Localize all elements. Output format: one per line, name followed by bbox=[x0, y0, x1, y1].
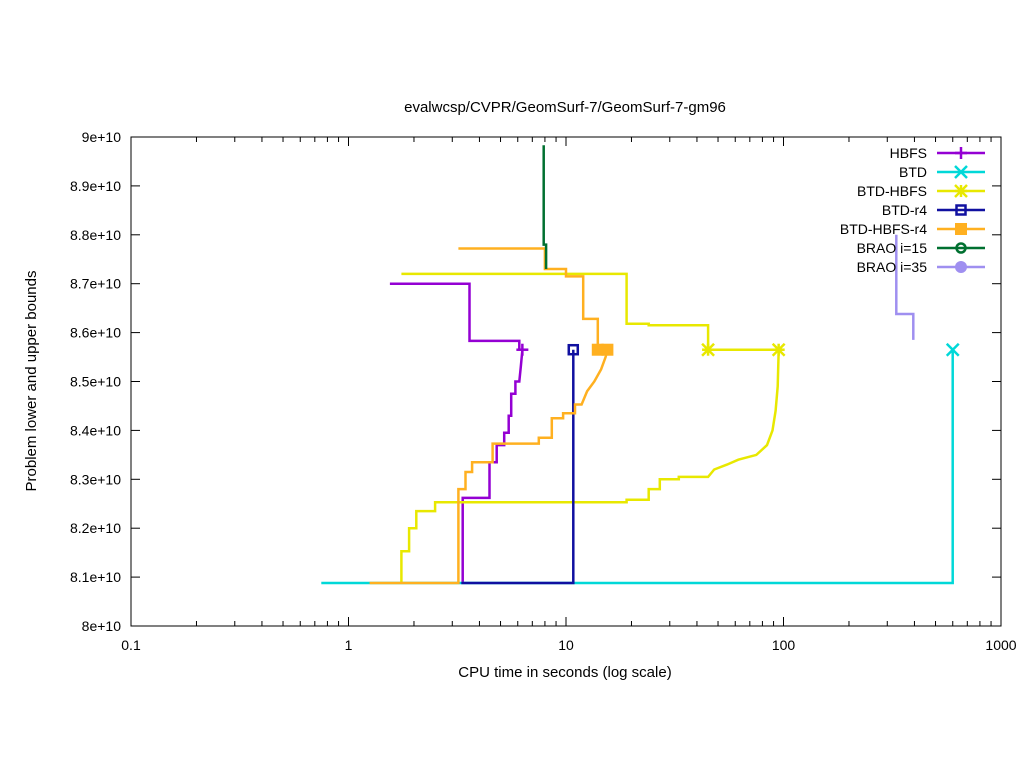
y-axis-label: Problem lower and upper bounds bbox=[23, 271, 40, 492]
series-btd-r4-lower-line bbox=[461, 349, 575, 585]
legend-marker bbox=[955, 204, 967, 216]
series-btd-hbfs-r4-marker bbox=[601, 343, 614, 356]
y-tick-label: 8.4e+10 bbox=[70, 422, 121, 438]
series-btd-r4-marker bbox=[567, 343, 580, 356]
series-btd-hbfs bbox=[400, 272, 786, 583]
series-btd-hbfs-upper-line bbox=[401, 272, 779, 351]
x-axis-label: CPU time in seconds (log scale) bbox=[458, 664, 671, 681]
series-lines bbox=[321, 145, 960, 585]
legend-item-btd-r4: BTD-r4 bbox=[882, 202, 985, 218]
legend-label: HBFS bbox=[890, 145, 927, 161]
series-btd-hbfs-lower-line bbox=[400, 349, 780, 583]
legend-label: BRAO i=15 bbox=[857, 240, 928, 256]
y-tick-label: 8.9e+10 bbox=[70, 178, 121, 194]
chart-title: evalwcsp/CVPR/GeomSurf-7/GeomSurf-7-gm96 bbox=[404, 99, 726, 116]
legend-item-brao-i-15: BRAO i=15 bbox=[857, 240, 985, 256]
y-tick-label: 8.2e+10 bbox=[70, 520, 121, 536]
series-hbfs-lower-line bbox=[461, 349, 524, 583]
axes: 0.1 1 10 100 1000 8e+10 8.1e+10 8.2e+10 8.3e+10 8… bbox=[70, 129, 1017, 653]
legend-marker bbox=[955, 261, 967, 273]
legend-marker bbox=[955, 147, 967, 159]
x-tick-label: 10 bbox=[558, 637, 574, 653]
legend-item-btd: BTD bbox=[899, 164, 985, 180]
series-btd-r4 bbox=[461, 343, 580, 585]
y-tick-label: 8.3e+10 bbox=[70, 471, 121, 487]
legend-label: BTD bbox=[899, 164, 927, 180]
legend-marker bbox=[955, 242, 967, 254]
y-tick-label: 9e+10 bbox=[82, 129, 122, 145]
legend-item-btd-hbfs: BTD-HBFS bbox=[857, 183, 985, 199]
y-tick-label: 8.6e+10 bbox=[70, 325, 121, 341]
series-brao-i-35-upper-line bbox=[895, 234, 915, 340]
series-btd bbox=[321, 342, 960, 585]
legend-marker bbox=[954, 184, 968, 198]
legend-item-hbfs: HBFS bbox=[890, 145, 985, 161]
y-tick-label: 8e+10 bbox=[82, 618, 122, 634]
legend-marker bbox=[955, 223, 967, 235]
series-btd-hbfs-r4 bbox=[369, 247, 614, 585]
legend-marker bbox=[954, 165, 968, 179]
y-tick-label: 8.8e+10 bbox=[70, 227, 121, 243]
x-tick-label: 1000 bbox=[985, 637, 1016, 653]
legend-label: BTD-HBFS bbox=[857, 183, 927, 199]
legend-label: BTD-r4 bbox=[882, 202, 927, 218]
plot-border bbox=[130, 136, 1002, 627]
series-btd-lower-line bbox=[321, 349, 954, 585]
legend: HBFS BTD BTD-HBFS BTD-r4 BTD-HBFS-r4 BRAO i=1… bbox=[840, 145, 985, 275]
series-hbfs bbox=[389, 282, 529, 583]
y-tick-label: 8.1e+10 bbox=[70, 569, 121, 585]
series-btd-marker bbox=[945, 342, 960, 357]
legend-item-btd-hbfs-r4: BTD-HBFS-r4 bbox=[840, 221, 985, 237]
series-btd-hbfs-r4-lower-line bbox=[369, 349, 609, 585]
series-btd-hbfs-r4-upper-line bbox=[458, 247, 608, 351]
series-btd-hbfs-marker bbox=[701, 342, 715, 357]
series-hbfs-marker bbox=[516, 343, 529, 356]
x-tick-label: 1 bbox=[345, 637, 353, 653]
x-tick-label: 0.1 bbox=[121, 637, 141, 653]
legend-item-brao-i-35: BRAO i=35 bbox=[857, 259, 985, 275]
series-btd-hbfs-r4-marker bbox=[591, 343, 604, 356]
series-brao-i-35 bbox=[895, 234, 915, 340]
y-tick-label: 8.7e+10 bbox=[70, 276, 121, 292]
y-tick-label: 8.5e+10 bbox=[70, 374, 121, 390]
x-tick-label: 100 bbox=[772, 637, 796, 653]
series-brao-i-15 bbox=[542, 145, 548, 269]
series-btd-hbfs-marker bbox=[771, 342, 786, 357]
legend-label: BRAO i=35 bbox=[857, 259, 928, 275]
series-brao-i-15-upper-line bbox=[542, 145, 548, 269]
legend-label: BTD-HBFS-r4 bbox=[840, 221, 927, 237]
series-hbfs-upper-line bbox=[389, 282, 521, 350]
